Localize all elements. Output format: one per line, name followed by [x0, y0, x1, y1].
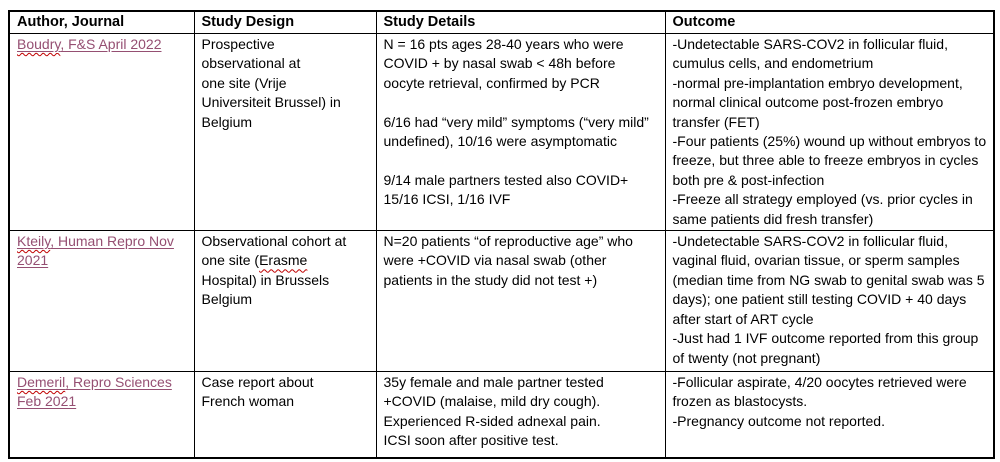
- header-study-details: Study Details: [375, 10, 666, 34]
- row1-design-text: Prospective observational at one site (V…: [201, 36, 341, 130]
- table-row: Demeril, Repro Sciences Feb 2021 Case re…: [8, 371, 995, 459]
- row1-author-rest: , F&S April 2022: [60, 36, 162, 52]
- table-row: Boudry, F&S April 2022 Prospective obser…: [8, 32, 995, 232]
- row3-author-cell: Demeril, Repro Sciences Feb 2021: [8, 371, 195, 459]
- row2-author-rest: , Human Repro Nov 2021: [17, 233, 174, 269]
- row1-author-misspelled-word: Boudry: [17, 36, 61, 52]
- row2-design-cell: Observational cohort at one site (Erasme…: [193, 230, 377, 373]
- row2-author-cell: Kteily, Human Repro Nov 2021: [8, 230, 195, 373]
- row3-design-cell: Case report about French woman: [193, 371, 377, 459]
- row2-design-text: Observational cohort at one site (: [201, 233, 347, 269]
- row2-author-link[interactable]: Kteily, Human Repro Nov 2021: [17, 233, 174, 268]
- row3-details-cell: 35y female and male partner tested +COVI…: [375, 371, 666, 459]
- header-study-design: Study Design: [193, 10, 377, 34]
- header-author-journal: Author, Journal: [8, 10, 195, 34]
- table-header-row: Author, Journal Study Design Study Detai…: [8, 10, 995, 34]
- study-comparison-table: Author, Journal Study Design Study Detai…: [8, 10, 995, 459]
- row2-author-misspelled-word: Kteily: [17, 233, 51, 250]
- row1-author-cell: Boudry, F&S April 2022: [8, 32, 195, 232]
- row2-details-cell: N=20 patients “of reproductive age” who …: [375, 230, 666, 373]
- row1-details-cell: N = 16 pts ages 28-40 years who were COV…: [375, 32, 666, 232]
- row2-design-misspelled-word: Erasme: [259, 252, 308, 269]
- row3-author-misspelled-word: Demeril: [17, 374, 66, 391]
- row3-design-text: Case report about French woman: [201, 374, 314, 410]
- row1-design-cell: Prospective observational at one site (V…: [193, 32, 377, 232]
- row1-author-link[interactable]: Boudry, F&S April 2022: [17, 36, 162, 52]
- row2-design-text-after: Hospital) in Brussels Belgium: [201, 271, 330, 308]
- row3-author-rest: , Repro Sciences Feb 2021: [17, 374, 172, 410]
- header-outcome: Outcome: [664, 10, 995, 34]
- row3-outcome-cell: -Follicular aspirate, 4/20 oocytes retri…: [664, 371, 995, 459]
- table-row: Kteily, Human Repro Nov 2021 Observation…: [8, 230, 995, 373]
- row2-outcome-cell: -Undetectable SARS-COV2 in follicular fl…: [664, 230, 995, 373]
- row1-outcome-cell: -Undetectable SARS-COV2 in follicular fl…: [664, 32, 995, 232]
- row3-author-link[interactable]: Demeril, Repro Sciences Feb 2021: [17, 374, 172, 409]
